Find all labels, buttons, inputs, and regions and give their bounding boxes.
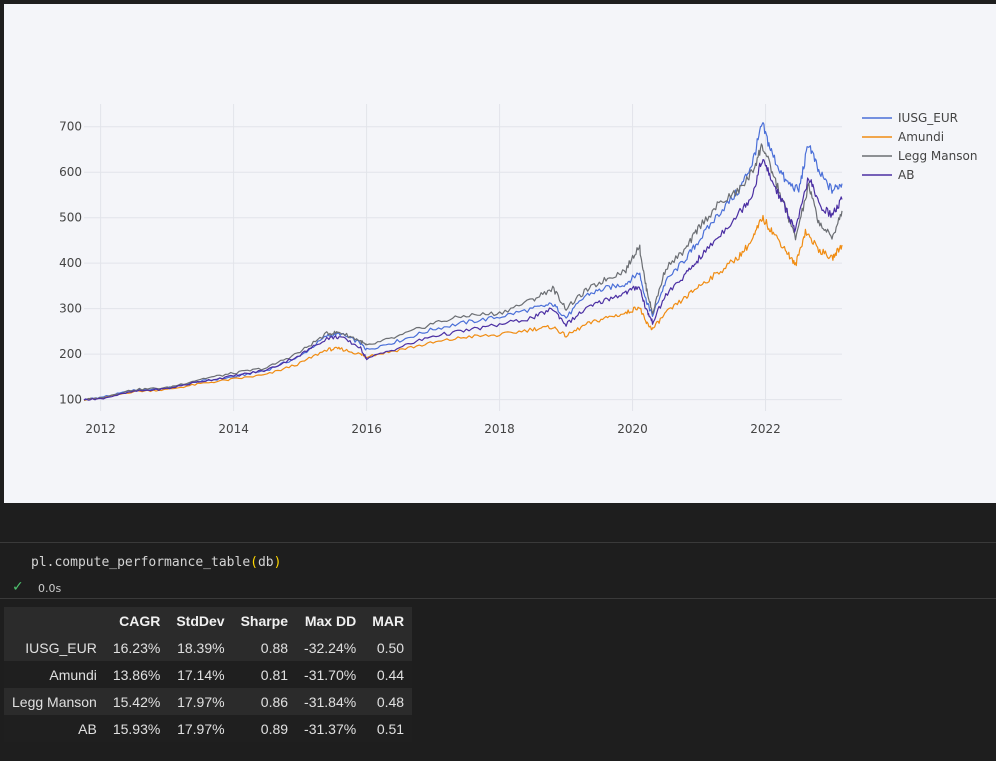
table-cell: 0.88 xyxy=(232,634,297,661)
y-tick-label: 500 xyxy=(59,211,82,225)
y-tick-label: 700 xyxy=(59,120,82,134)
row-label: Legg Manson xyxy=(4,688,105,715)
series-line-ab xyxy=(83,159,843,401)
x-tick-label: 2014 xyxy=(218,422,249,436)
x-tick-label: 2020 xyxy=(617,422,648,436)
table-cell: 15.42% xyxy=(104,688,169,715)
table-cell: 0.86 xyxy=(232,688,297,715)
table-cell: 17.14% xyxy=(168,661,233,688)
column-header xyxy=(4,607,105,634)
table-cell: -31.84% xyxy=(296,688,365,715)
table-cell: 0.48 xyxy=(364,688,413,715)
table-cell: 13.86% xyxy=(104,661,169,688)
code-arg: db xyxy=(257,555,274,570)
code-close-paren: ) xyxy=(273,555,282,570)
x-tick-label: 2016 xyxy=(351,422,382,436)
line-chart: 100 200 300 400 500 600 700 2012 2014 2016 2018 202… xyxy=(59,104,977,436)
table-cell: 18.39% xyxy=(168,634,233,661)
execution-time: 0.0s xyxy=(38,582,62,595)
series-line-iusg_eur xyxy=(83,122,843,401)
code-cell[interactable]: pl.compute_performance_table(db) ✓ 0.0s xyxy=(0,543,996,598)
series-line-amundi xyxy=(83,214,843,401)
table-cell: 15.93% xyxy=(104,715,169,742)
legend-label: AB xyxy=(898,168,914,182)
performance-table: CAGR StdDev Sharpe Max DD MAR IUSG_EUR 1… xyxy=(4,607,413,742)
code-text: pl.compute_performance_table xyxy=(31,555,251,570)
output-divider xyxy=(0,598,996,599)
table-row: Legg Manson 15.42% 17.97% 0.86 -31.84% 0… xyxy=(4,688,413,715)
row-label: AB xyxy=(4,715,105,742)
table-header-row: CAGR StdDev Sharpe Max DD MAR xyxy=(4,607,413,634)
legend-label: IUSG_EUR xyxy=(898,111,958,125)
x-tick-label: 2022 xyxy=(750,422,781,436)
y-tick-label: 300 xyxy=(59,302,82,316)
table-cell: 17.97% xyxy=(168,715,233,742)
legend-label: Amundi xyxy=(898,130,944,144)
table-cell: -31.37% xyxy=(296,715,365,742)
chart-container: 100 200 300 400 500 600 700 2012 2014 2016 2018 202… xyxy=(4,4,996,503)
column-header: Max DD xyxy=(296,607,365,634)
table-row: IUSG_EUR 16.23% 18.39% 0.88 -32.24% 0.50 xyxy=(4,634,413,661)
table-cell: 0.44 xyxy=(364,661,413,688)
y-tick-label: 400 xyxy=(59,256,82,270)
table-cell: 17.97% xyxy=(168,688,233,715)
table-cell: 16.23% xyxy=(104,634,169,661)
table-row: Amundi 13.86% 17.14% 0.81 -31.70% 0.44 xyxy=(4,661,413,688)
cell-divider xyxy=(0,542,996,543)
table-row: AB 15.93% 17.97% 0.89 -31.37% 0.51 xyxy=(4,715,413,742)
table-cell: 0.81 xyxy=(232,661,297,688)
series-line-legg-manson xyxy=(83,143,843,401)
table-cell: 0.89 xyxy=(232,715,297,742)
table-cell: -32.24% xyxy=(296,634,365,661)
check-icon: ✓ xyxy=(12,579,24,595)
legend-label: Legg Manson xyxy=(898,149,977,163)
column-header: CAGR xyxy=(104,607,169,634)
code-line[interactable]: pl.compute_performance_table(db) xyxy=(31,555,281,570)
y-tick-label: 100 xyxy=(59,393,82,407)
y-tick-label: 200 xyxy=(59,347,82,361)
x-tick-label: 2012 xyxy=(85,422,116,436)
row-label: Amundi xyxy=(4,661,105,688)
y-tick-label: 600 xyxy=(59,165,82,179)
column-header: MAR xyxy=(364,607,413,634)
table-cell: 0.51 xyxy=(364,715,413,742)
column-header: Sharpe xyxy=(232,607,297,634)
table-cell: 0.50 xyxy=(364,634,413,661)
code-open-paren: ( xyxy=(250,555,258,570)
table-cell: -31.70% xyxy=(296,661,365,688)
row-label: IUSG_EUR xyxy=(4,634,105,661)
column-header: StdDev xyxy=(168,607,233,634)
x-tick-label: 2018 xyxy=(484,422,515,436)
